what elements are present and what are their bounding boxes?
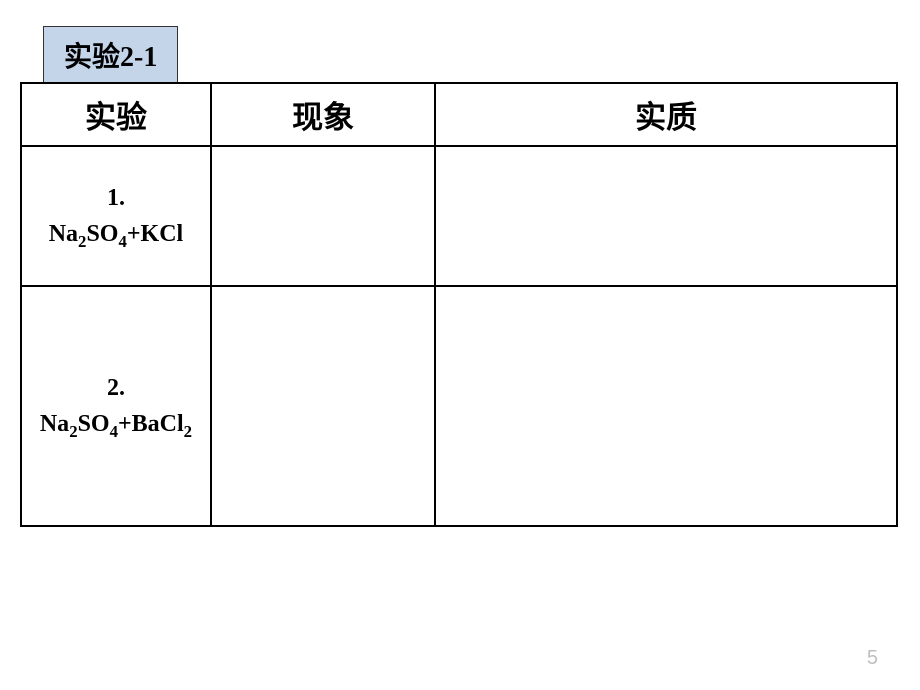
table-row: 1. Na2SO4+KCl — [21, 146, 897, 286]
header-experiment: 实验 — [21, 83, 211, 146]
essence-cell-1 — [435, 146, 897, 286]
experiment-cell-1: 1. Na2SO4+KCl — [21, 146, 211, 286]
header-essence: 实质 — [435, 83, 897, 146]
phenomenon-cell-2 — [211, 286, 435, 526]
table-row: 2. Na2SO4+BaCl2 — [21, 286, 897, 526]
experiment-table: 实验 现象 实质 1. Na2SO4+KCl 2. Na2SO4+BaCl2 — [20, 82, 898, 527]
exp-formula-2: Na2SO4+BaCl2 — [26, 406, 206, 442]
exp-num-1: 1. — [26, 180, 206, 216]
exp-num-2: 2. — [26, 370, 206, 406]
title-badge: 实验2-1 — [43, 26, 178, 84]
exp-formula-1: Na2SO4+KCl — [26, 216, 206, 252]
essence-cell-2 — [435, 286, 897, 526]
page-number: 5 — [867, 647, 878, 670]
table-header-row: 实验 现象 实质 — [21, 83, 897, 146]
experiment-cell-2: 2. Na2SO4+BaCl2 — [21, 286, 211, 526]
phenomenon-cell-1 — [211, 146, 435, 286]
header-phenomenon: 现象 — [211, 83, 435, 146]
